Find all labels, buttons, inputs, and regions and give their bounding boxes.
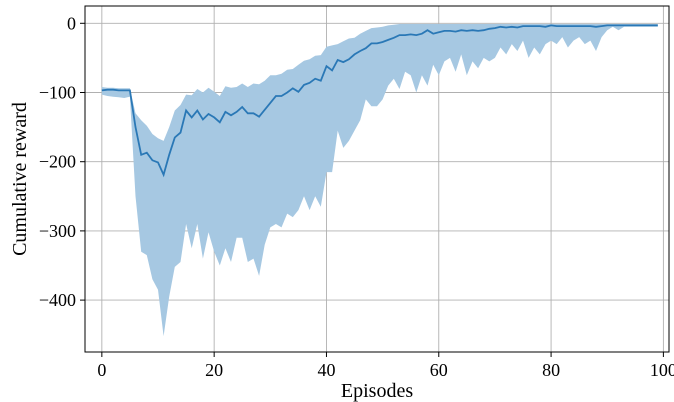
y-tick-label: −200 [39,152,76,172]
x-tick-label: 20 [205,360,223,380]
y-tick-label: 0 [67,13,76,33]
y-axis-ticks: 0 −100 −200 −300 −400 [39,13,85,310]
reward-confidence-band [101,24,658,337]
x-axis-label: Episodes [341,380,413,402]
x-tick-label: 40 [317,360,335,380]
x-tick-label: 0 [97,360,106,380]
x-tick-label: 80 [542,360,560,380]
mean-reward-line [101,24,658,178]
y-tick-label: −400 [39,290,76,310]
y-tick-label: −300 [39,221,76,241]
y-axis-label: Cumulative reward [9,102,31,256]
plot-frame [84,5,670,353]
x-tick-label: 100 [650,360,674,380]
y-tick-label: −100 [39,83,76,103]
x-tick-label: 60 [430,360,448,380]
x-axis-ticks: 0 20 40 60 80 100 [97,352,674,380]
